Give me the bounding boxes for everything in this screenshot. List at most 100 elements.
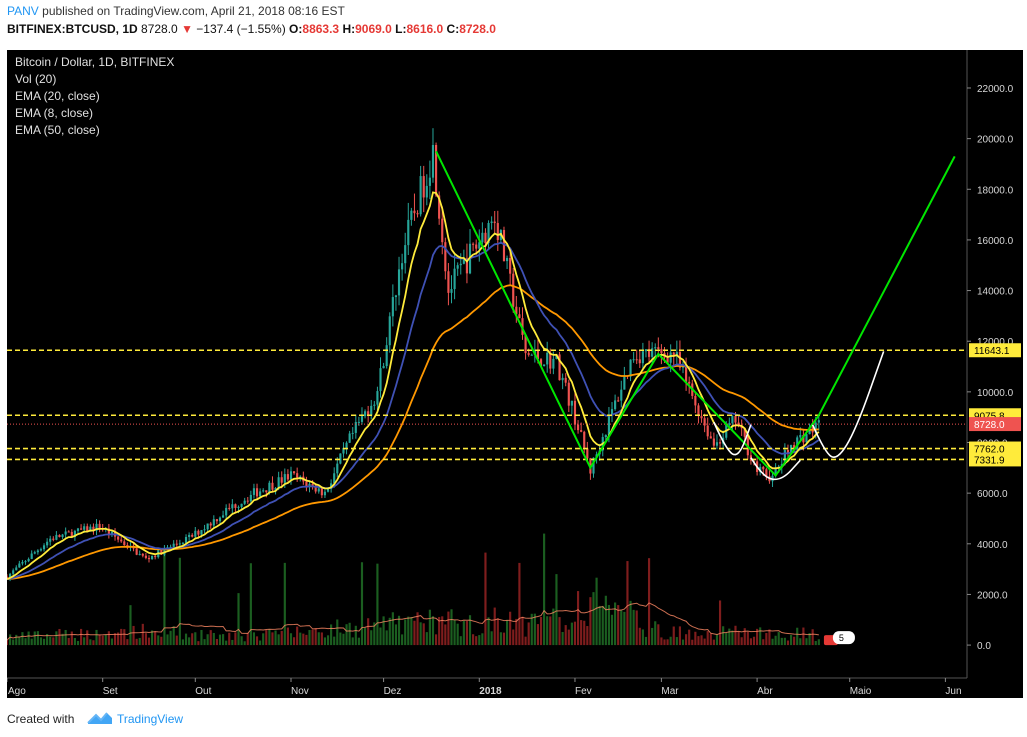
candle-body bbox=[524, 334, 527, 354]
volume-bar bbox=[499, 632, 502, 646]
chart-legend: Bitcoin / Dollar, 1D, BITFINEX Vol (20) … bbox=[15, 54, 174, 139]
candle-body bbox=[52, 538, 55, 540]
tradingview-link[interactable]: TradingView bbox=[117, 712, 184, 726]
volume-bar bbox=[502, 632, 506, 646]
candle-body bbox=[688, 381, 691, 384]
x-tick-label: Mar bbox=[661, 686, 679, 697]
close-label: C: bbox=[446, 22, 460, 36]
volume-bar bbox=[595, 577, 598, 646]
candle-body bbox=[234, 504, 237, 508]
candle-body bbox=[255, 488, 259, 497]
volume-bar bbox=[453, 619, 456, 646]
candle-body bbox=[583, 431, 586, 449]
volume-bar bbox=[302, 633, 305, 646]
candle-body bbox=[73, 530, 76, 538]
candle-body bbox=[783, 450, 786, 465]
volume-bar bbox=[543, 533, 546, 646]
candle-body bbox=[413, 210, 416, 214]
candle-body bbox=[141, 553, 144, 556]
volume-bar bbox=[252, 632, 256, 646]
volume-bar bbox=[589, 597, 592, 646]
candle-body bbox=[194, 530, 197, 537]
legend-ema8: EMA (8, close) bbox=[15, 106, 94, 120]
volume-bar bbox=[647, 558, 651, 646]
candle-body bbox=[614, 400, 617, 410]
volume-bar bbox=[527, 622, 530, 646]
volume-bar bbox=[576, 591, 580, 646]
volume-bar bbox=[286, 627, 289, 646]
candle-body bbox=[617, 400, 620, 402]
candle-body bbox=[592, 457, 595, 474]
volume-bar bbox=[339, 632, 342, 646]
volume-bar bbox=[314, 628, 317, 646]
close-value: 8728.0 bbox=[459, 22, 496, 36]
candle-body bbox=[305, 481, 308, 487]
trend-line bbox=[435, 150, 820, 477]
candle-body bbox=[357, 421, 360, 423]
candle-body bbox=[218, 517, 222, 522]
chart-area[interactable]: 0.02000.04000.06000.08000.010000.012000.… bbox=[7, 50, 1023, 698]
volume-bar bbox=[805, 638, 808, 646]
volume-bar bbox=[117, 632, 120, 646]
candle-body bbox=[363, 411, 367, 417]
volume-bar bbox=[24, 638, 27, 646]
volume-bar bbox=[249, 563, 252, 646]
candle-body bbox=[200, 530, 203, 535]
candle-body bbox=[447, 271, 450, 293]
candle-body bbox=[317, 488, 320, 492]
candle-body bbox=[382, 366, 385, 369]
candle-body bbox=[475, 244, 478, 249]
price-chart[interactable]: 0.02000.04000.06000.08000.010000.012000.… bbox=[7, 50, 1023, 698]
volume-bar bbox=[478, 635, 481, 646]
candle-body bbox=[107, 528, 110, 535]
author-link[interactable]: PANV bbox=[7, 4, 39, 18]
volume-bar bbox=[768, 629, 771, 646]
candle-body bbox=[46, 541, 49, 546]
volume-bar bbox=[333, 636, 336, 646]
candle-body bbox=[675, 352, 678, 357]
volume-bar bbox=[481, 633, 484, 646]
volume-bar bbox=[638, 627, 641, 646]
candle-body bbox=[42, 545, 46, 550]
candle-body bbox=[58, 534, 61, 538]
volume-bar bbox=[407, 616, 410, 646]
volume-bar bbox=[718, 600, 722, 646]
volume-bar bbox=[154, 631, 157, 646]
candle-body bbox=[586, 448, 589, 459]
candle-body bbox=[428, 177, 431, 186]
candle-body bbox=[564, 377, 567, 383]
volume-bar bbox=[379, 627, 382, 646]
volume-bar bbox=[86, 630, 89, 646]
candle-body bbox=[172, 543, 175, 547]
volume-bar bbox=[101, 635, 104, 646]
volume-bar bbox=[240, 636, 243, 646]
high-value: 9069.0 bbox=[355, 22, 392, 36]
volume-bar bbox=[663, 639, 666, 646]
volume-bar bbox=[620, 610, 623, 646]
volume-bar bbox=[762, 639, 765, 646]
candle-body bbox=[657, 347, 660, 349]
candle-body bbox=[64, 531, 67, 535]
candle-body bbox=[314, 485, 317, 492]
low-label: L: bbox=[395, 22, 407, 36]
candle-body bbox=[283, 474, 286, 483]
volume-bar bbox=[243, 641, 246, 646]
tradingview-logo-icon[interactable] bbox=[87, 710, 113, 726]
volume-bar bbox=[555, 574, 558, 646]
volume-bar bbox=[709, 633, 712, 646]
volume-bar bbox=[617, 605, 620, 646]
volume-bar bbox=[221, 634, 225, 646]
volume-bar bbox=[672, 626, 675, 646]
legend-vol: Vol (20) bbox=[15, 72, 57, 86]
volume-bar bbox=[27, 631, 30, 646]
candle-body bbox=[478, 242, 481, 249]
volume-bar bbox=[756, 628, 759, 646]
candle-body bbox=[151, 555, 154, 560]
volume-bar bbox=[780, 637, 783, 646]
level-price-label: 7762.0 bbox=[974, 445, 1005, 456]
volume-bar bbox=[311, 629, 314, 646]
candle-body bbox=[89, 526, 92, 532]
volume-bar bbox=[234, 632, 237, 646]
volume-bar bbox=[759, 627, 762, 646]
volume-bar bbox=[55, 631, 58, 646]
